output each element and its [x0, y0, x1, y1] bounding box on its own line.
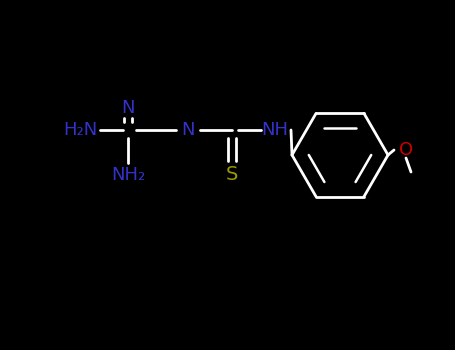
- Text: N: N: [181, 121, 195, 139]
- Text: N: N: [121, 99, 135, 117]
- Text: NH₂: NH₂: [111, 166, 145, 184]
- Text: H₂N: H₂N: [63, 121, 97, 139]
- Text: NH: NH: [262, 121, 288, 139]
- Text: O: O: [399, 141, 413, 159]
- Text: S: S: [226, 166, 238, 184]
